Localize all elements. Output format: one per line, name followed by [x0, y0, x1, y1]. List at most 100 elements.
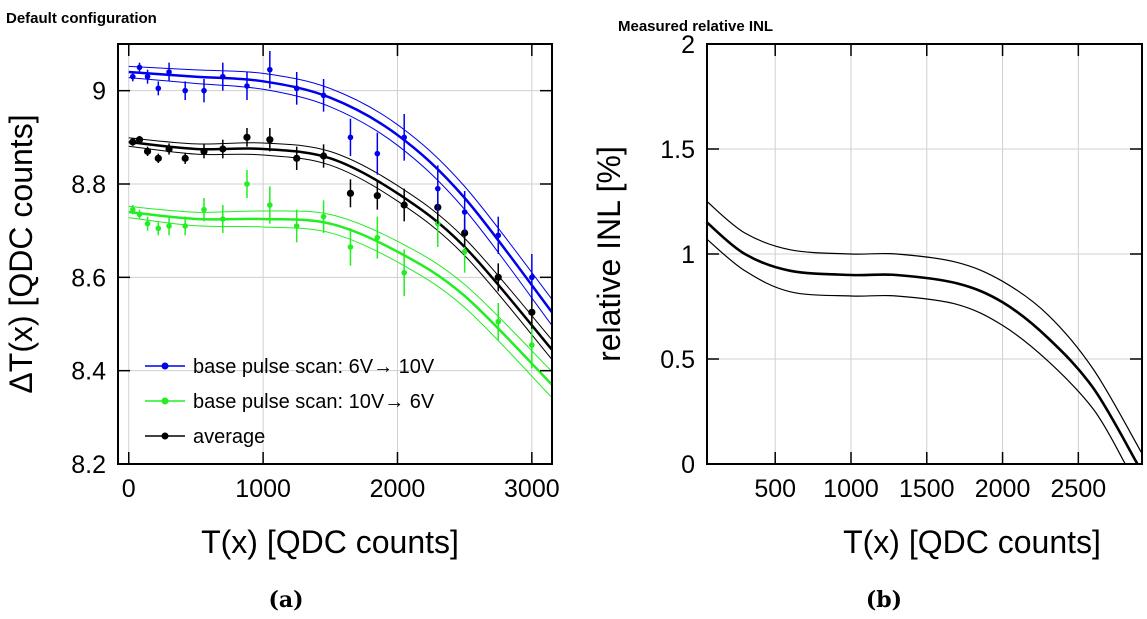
data-point-black: [135, 136, 144, 144]
x-tick-label: 2500: [1051, 475, 1107, 503]
data-point-green: [136, 211, 143, 218]
legend-label-average: average: [193, 426, 265, 448]
data-point-green: [182, 223, 188, 229]
legend-marker-blue: [161, 362, 169, 370]
fit-band-lower-green: [128, 217, 553, 399]
chart-b-tick-labels: 500 1000 1500 2000 2500 0 0.5 1 1.5 2: [660, 31, 1106, 503]
caption-a: (a): [268, 587, 303, 613]
data-point-green: [201, 206, 207, 213]
fit-band-upper-green: [128, 205, 553, 372]
data-point-green: [244, 181, 250, 187]
chart-b-grid: [707, 43, 1142, 465]
data-point-green: [401, 269, 407, 276]
data-point-black: [243, 133, 251, 141]
data-point-black: [219, 145, 227, 153]
data-point-green: [144, 220, 151, 227]
chart-b-xlabel: T(x) [QDC counts]: [843, 524, 1101, 560]
y-tick-label: 0: [681, 451, 695, 479]
data-point-blue: [347, 134, 354, 141]
y-tick-label: 1.5: [660, 136, 695, 164]
data-point-blue: [136, 64, 143, 71]
data-point-blue: [144, 73, 151, 80]
fit-band-lower-black: [128, 145, 553, 360]
x-tick-label: 2000: [975, 475, 1031, 503]
y-tick-label: 8.6: [71, 264, 106, 292]
data-point-black: [143, 147, 152, 155]
chart-a: Default configuration 0 1000 2000 3000 8.2 8.…: [3, 10, 560, 560]
data-point-blue: [129, 73, 136, 80]
data-point-blue: [529, 274, 535, 281]
legend-label-blue: base pulse scan: 6V→ 10V: [193, 356, 435, 378]
y-tick-label: 2: [681, 31, 695, 59]
data-point-black: [293, 154, 301, 162]
x-tick-label: 1000: [235, 475, 291, 503]
data-point-green: [166, 223, 172, 229]
legend-marker-green: [161, 397, 169, 405]
data-point-blue: [293, 85, 300, 92]
data-point-black: [373, 192, 381, 200]
chart-b-ticks: [707, 43, 1142, 465]
x-tick-label: 1000: [823, 475, 879, 503]
data-point-blue: [401, 134, 407, 141]
data-point-green: [293, 223, 300, 229]
chart-a-ylabel: ΔT(x) [QDC counts]: [3, 114, 39, 393]
data-point-blue: [201, 87, 207, 94]
x-tick-label: 0: [122, 475, 136, 503]
x-tick-label: 500: [754, 475, 796, 503]
x-tick-label: 2000: [370, 475, 426, 503]
data-point-blue: [374, 150, 381, 157]
data-point-blue: [220, 73, 226, 80]
x-tick-label: 1500: [899, 475, 955, 503]
data-point-green: [129, 206, 136, 213]
chart-a-frame: [117, 43, 553, 465]
legend-entry-blue: base pulse scan: 6V→ 10V: [145, 356, 435, 378]
data-point-blue: [434, 185, 441, 192]
legend-marker-black: [161, 432, 169, 440]
chart-a-legend: base pulse scan: 6V→ 10V base pulse scan…: [145, 356, 435, 448]
data-point-black: [129, 138, 137, 146]
y-tick-label: 1: [681, 241, 695, 269]
data-point-green: [529, 342, 535, 348]
legend-entry-green: base pulse scan: 10V→ 6V: [145, 391, 435, 413]
data-point-green: [461, 248, 468, 255]
legend-label-green: base pulse scan: 10V→ 6V: [193, 391, 435, 413]
data-point-black: [181, 154, 189, 162]
chart-b: Measured relative INL 500 1000 1500 2000 250…: [591, 18, 1143, 560]
chart-b-curves: [706, 201, 1143, 465]
fit-band-upper-blue: [128, 65, 553, 300]
data-point-green: [320, 213, 327, 220]
x-tick-label: 3000: [504, 475, 560, 503]
y-tick-label: 0.5: [660, 346, 695, 374]
caption-b: (b): [866, 587, 902, 613]
data-point-blue: [461, 209, 468, 215]
fit-band-upper-black: [128, 137, 553, 341]
chart-a-xlabel: T(x) [QDC counts]: [201, 524, 459, 560]
fit-band-lower-blue: [128, 77, 553, 326]
chart-a-data-points: [129, 51, 536, 369]
data-point-blue: [166, 69, 172, 75]
y-tick-label: 8.4: [71, 358, 106, 386]
data-point-black: [319, 152, 328, 160]
data-point-blue: [244, 83, 250, 89]
data-point-green: [495, 318, 502, 325]
y-tick-label: 9: [92, 78, 106, 106]
fit-line-black: [128, 140, 553, 351]
inl-curve-central: [706, 221, 1139, 465]
data-point-black: [266, 136, 274, 144]
data-point-green: [267, 202, 273, 208]
data-point-black: [346, 189, 355, 197]
data-point-black: [165, 145, 173, 153]
data-point-black: [200, 147, 208, 155]
chart-b-title: Measured relative INL: [618, 18, 773, 35]
fit-line-blue: [128, 70, 553, 314]
chart-b-ylabel: relative INL [%]: [591, 146, 627, 362]
data-point-black: [154, 154, 162, 162]
chart-a-ticks: [118, 44, 552, 465]
data-point-blue: [182, 87, 188, 94]
data-point-green: [347, 244, 354, 250]
inl-curve-upper: [706, 201, 1143, 454]
chart-a-tick-labels: 0 1000 2000 3000 8.2 8.4 8.6 8.8 9: [71, 78, 559, 503]
data-point-black: [400, 201, 408, 209]
y-tick-label: 8.8: [71, 171, 106, 199]
chart-a-fit-lines: [128, 65, 553, 399]
